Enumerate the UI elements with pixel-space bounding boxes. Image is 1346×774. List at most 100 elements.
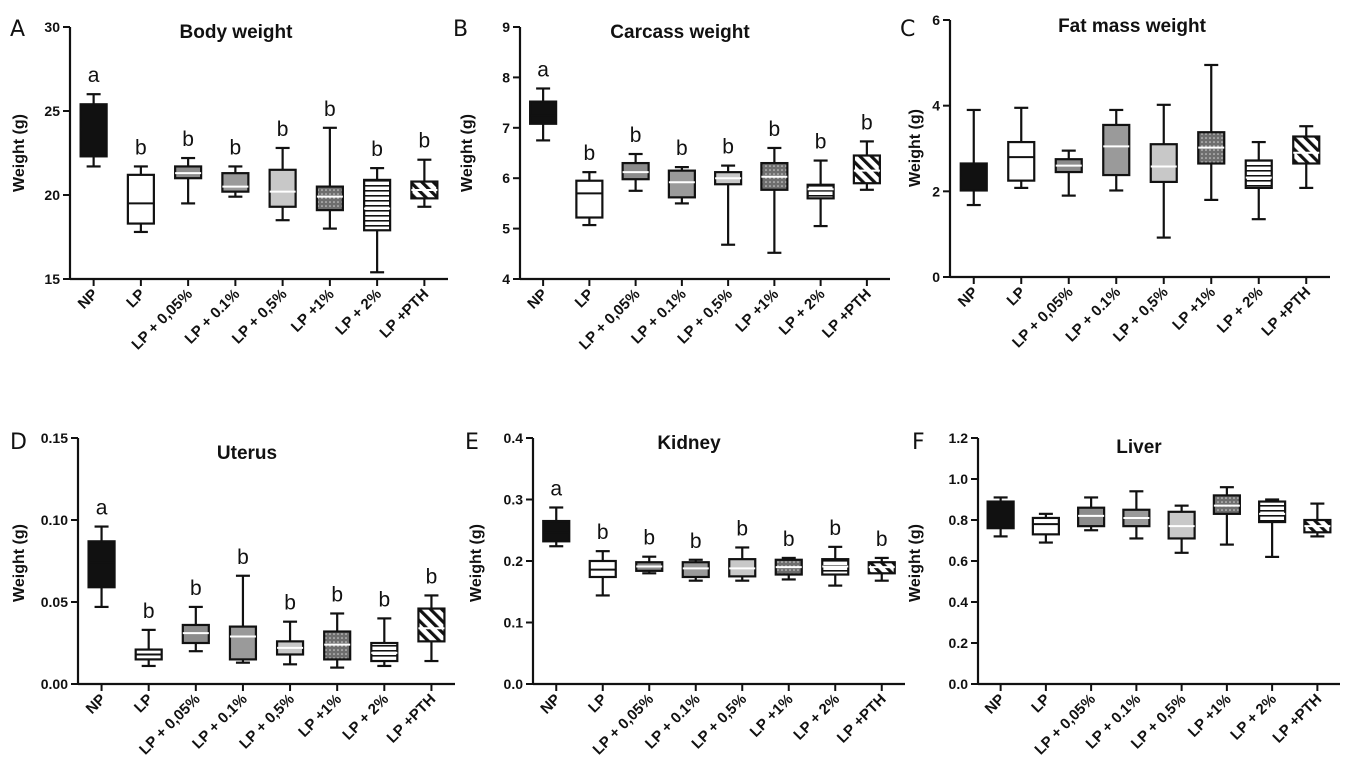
significance-label: a [550, 477, 562, 500]
significance-label: b [861, 111, 873, 134]
significance-label: b [769, 118, 781, 141]
x-tick-label: NP [75, 286, 102, 313]
significance-label: b [597, 521, 609, 544]
significance-label: a [96, 497, 108, 520]
panel-a: A Body weight Weight (g) [10, 17, 293, 192]
y-axis-label: Weight (g) [907, 109, 924, 187]
significance-label: b [426, 565, 438, 588]
significance-label: b [690, 530, 702, 553]
significance-label: b [783, 528, 795, 551]
x-tick-label: LP +PTH [1269, 691, 1325, 747]
panel-title: Uterus [217, 443, 277, 464]
y-tick-label: 7 [502, 120, 510, 136]
box [1102, 123, 1131, 177]
y-tick-label: 0.2 [949, 635, 969, 651]
panel-title: Liver [1116, 437, 1162, 458]
x-tick-label: NP [537, 691, 564, 718]
y-tick-label: 6 [932, 12, 940, 28]
significance-label: b [584, 142, 596, 165]
y-tick-label: 5 [502, 221, 510, 237]
significance-label: b [284, 592, 296, 615]
panel-b: B Carcass weight Weight (g) [453, 17, 750, 192]
panel-f: F Liver Weight (g) [907, 430, 1162, 602]
box [268, 168, 297, 208]
box [417, 607, 446, 643]
box [986, 500, 1015, 530]
y-tick-label: 4 [502, 271, 510, 287]
box [363, 178, 392, 232]
panel-title: Kidney [657, 433, 721, 454]
significance-label: b [378, 588, 390, 611]
y-axis-label: Weight (g) [907, 524, 924, 602]
box [1031, 516, 1060, 536]
x-tick-label: LP +1% [732, 286, 782, 336]
box [1212, 494, 1241, 515]
box [667, 169, 696, 199]
box [1007, 140, 1036, 182]
box [852, 154, 881, 185]
x-tick-label: LP +PTH [376, 286, 432, 342]
x-tick-label: NP [83, 691, 110, 718]
significance-label: b [182, 128, 194, 151]
panel-letter: F [912, 430, 925, 455]
y-tick-label: 0.6 [949, 553, 969, 569]
significance-label: b [331, 583, 343, 606]
significance-label: b [371, 138, 383, 161]
panel-d: D Uterus Weight (g) [10, 430, 277, 602]
box [959, 162, 988, 192]
y-tick-label: 1.0 [949, 471, 969, 487]
box [1244, 159, 1273, 190]
y-tick-label: 0.0 [949, 676, 969, 692]
y-tick-label: 0.4 [949, 594, 969, 610]
y-tick-label: 30 [44, 19, 60, 35]
y-tick-label: 0.0 [504, 676, 524, 692]
panel-title: Fat mass weight [1058, 16, 1206, 37]
x-tick-label: LP +1% [747, 691, 797, 741]
panel-title: Carcass weight [610, 22, 750, 43]
y-tick-label: 9 [502, 19, 510, 35]
significance-label: b [190, 577, 202, 600]
x-tick-label: LP [1028, 691, 1054, 717]
significance-label: b [237, 546, 249, 569]
y-tick-label: 0.8 [949, 512, 969, 528]
panel-letter: A [10, 17, 25, 42]
y-tick-label: 20 [44, 187, 60, 203]
box [228, 625, 258, 661]
x-tick-label: LP +PTH [819, 286, 875, 342]
x-tick-label: LP +PTH [384, 691, 440, 747]
significance-label: b [829, 517, 841, 540]
x-tick-label: LP [572, 286, 598, 312]
significance-label: b [815, 131, 827, 154]
box [1292, 135, 1321, 165]
box [575, 179, 604, 219]
box [126, 173, 155, 225]
box [529, 100, 558, 125]
y-tick-label: 0.00 [41, 676, 68, 692]
x-tick-label: LP +1% [288, 286, 338, 336]
panel-title: Body weight [180, 22, 294, 43]
y-tick-label: 0 [932, 269, 940, 285]
y-axis-label: Weight (g) [11, 524, 28, 602]
box [221, 172, 250, 193]
y-tick-label: 0.05 [41, 594, 68, 610]
significance-label: a [88, 64, 100, 87]
panel-letter: D [10, 430, 27, 455]
significance-label: b [277, 118, 289, 141]
panel-letter: C [900, 17, 915, 42]
x-tick-label: LP [123, 286, 149, 312]
x-tick-label: LP [131, 691, 157, 717]
x-tick-label: NP [955, 284, 982, 311]
box [621, 161, 650, 181]
y-tick-label: 0.2 [504, 553, 524, 569]
significance-label: a [537, 58, 549, 81]
y-tick-label: 25 [44, 103, 60, 119]
panel-letter: E [465, 430, 479, 455]
y-tick-label: 8 [502, 69, 510, 85]
box [1258, 500, 1287, 524]
y-tick-label: 6 [502, 170, 510, 186]
